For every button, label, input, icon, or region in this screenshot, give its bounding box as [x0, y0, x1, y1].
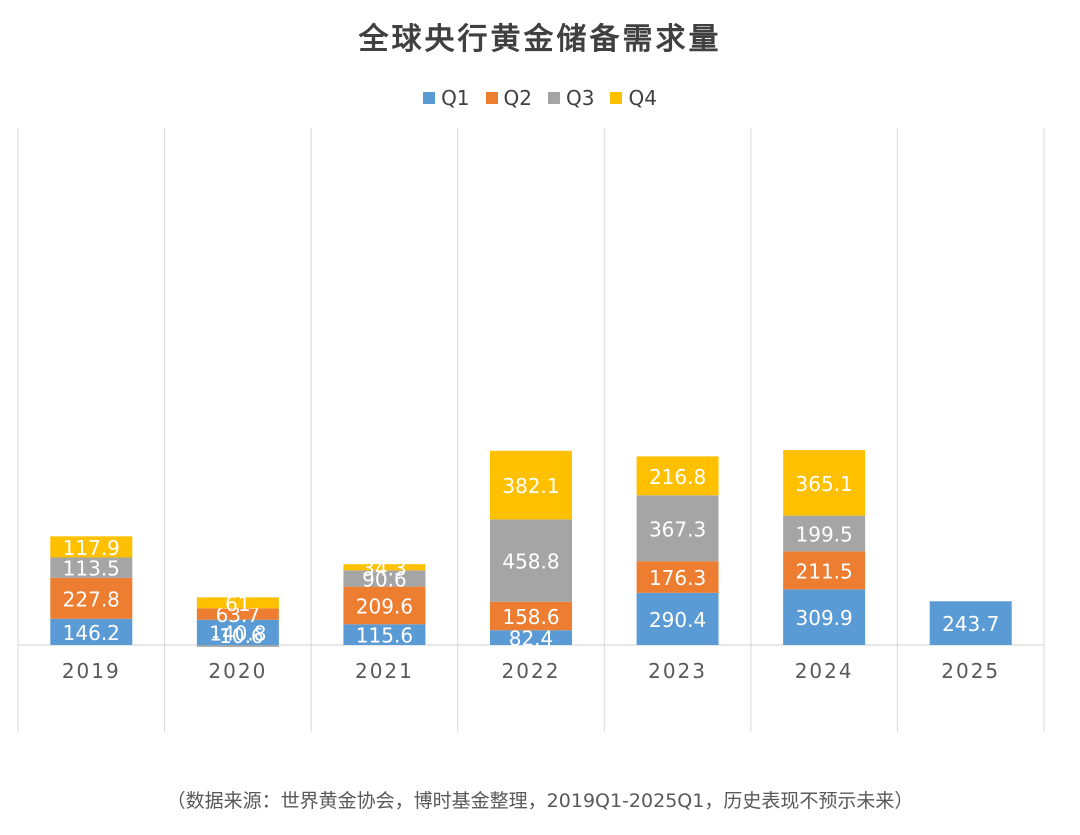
data-label-q1-2025: 243.7	[942, 612, 999, 636]
bar-q3-2022	[490, 519, 572, 602]
bar-q2-2024	[783, 551, 866, 590]
bar-q4-2024	[783, 450, 866, 516]
legend: Q1 Q2 Q3 Q4	[0, 86, 1080, 110]
bar-q3-2020	[196, 645, 279, 647]
data-label-q4-2023: 216.8	[649, 465, 706, 489]
data-label-q3-2021: 90.6	[362, 567, 407, 591]
legend-item-q1: Q1	[423, 86, 470, 110]
data-label-q1-2021: 115.6	[356, 624, 413, 648]
bar-q4-2022	[490, 450, 572, 520]
data-label-q2-2022: 158.6	[502, 605, 559, 629]
data-label-q1-2019: 146.2	[63, 621, 120, 645]
legend-swatch-q2	[485, 92, 498, 104]
bar-q4-2019	[50, 536, 133, 558]
data-label-q1-2020: 140.8	[209, 621, 266, 645]
bar-q1-2023	[636, 592, 719, 645]
bar-q1-2019	[50, 618, 133, 645]
legend-label-q1: Q1	[441, 86, 470, 110]
legend-swatch-q3	[548, 92, 560, 104]
bar-q2-2021	[343, 586, 426, 625]
bar-q3-2021	[343, 570, 426, 587]
bar-q2-2019	[50, 577, 133, 619]
legend-item-q3: Q3	[548, 86, 594, 110]
bar-q1-2025	[929, 601, 1012, 645]
legend-label-q2: Q2	[503, 86, 532, 110]
x-tick-label-2020: 2020	[208, 659, 267, 683]
data-label-q3-2022: 458.8	[502, 550, 559, 574]
bar-q3-2024	[783, 515, 866, 552]
x-tick-label-2019: 2019	[62, 659, 121, 683]
bar-q1-2024	[783, 589, 866, 645]
data-label-q1-2023: 290.4	[649, 608, 706, 632]
data-label-q1-2024: 309.9	[796, 606, 853, 630]
bar-q4-2023	[636, 456, 719, 496]
bar-q1-2020	[196, 619, 279, 645]
bar-q3-2023	[636, 495, 719, 562]
data-label-q4-2021: 34.3	[362, 556, 407, 580]
legend-item-q4: Q4	[610, 86, 657, 110]
data-label-q4-2024: 365.1	[796, 472, 853, 496]
x-tick-label-2023: 2023	[648, 659, 707, 683]
data-label-q3-2019: 113.5	[63, 557, 120, 581]
chart-title: 全球央行黄金储备需求量	[358, 22, 722, 57]
bar-q4-2021	[343, 564, 426, 571]
x-tick-label-2025: 2025	[941, 659, 1000, 683]
x-tick-label-2022: 2022	[502, 659, 561, 683]
bar-q1-2021	[343, 624, 426, 645]
source-note: （数据来源：世界黄金协会，博时基金整理，2019Q1-2025Q1，历史表现不预…	[166, 790, 914, 812]
bar-q4-2020	[196, 597, 279, 609]
bar-q2-2022	[490, 601, 572, 631]
legend-label-q3: Q3	[566, 86, 595, 110]
data-label-q4-2022: 382.1	[502, 474, 559, 498]
data-label-q3-2023: 367.3	[649, 517, 706, 541]
bar-q1-2022	[490, 630, 572, 645]
data-label-q2-2023: 176.3	[649, 566, 706, 590]
data-label-q3-2020: -10.6	[212, 624, 264, 648]
data-label-q2-2021: 209.6	[356, 594, 413, 618]
legend-swatch-q1	[423, 92, 436, 104]
data-label-q2-2019: 227.8	[63, 587, 120, 611]
data-label-q1-2022: 82.4	[509, 627, 554, 651]
data-label-q3-2024: 199.5	[796, 523, 853, 547]
chart-plot-area: 146.2227.8113.5117.92019140.863.7-10.661…	[17, 128, 1045, 732]
bar-q2-2020	[196, 608, 279, 620]
bar-q2-2023	[636, 561, 719, 593]
legend-label-q4: Q4	[628, 86, 657, 110]
legend-swatch-q4	[610, 92, 623, 104]
x-tick-label-2024: 2024	[795, 659, 854, 683]
data-label-q2-2024: 211.5	[796, 559, 853, 583]
x-tick-label-2021: 2021	[355, 659, 414, 683]
data-label-q4-2019: 117.9	[63, 536, 120, 560]
legend-item-q2: Q2	[485, 86, 532, 110]
bar-q3-2019	[50, 557, 133, 578]
data-label-q4-2020: 61	[225, 592, 250, 616]
